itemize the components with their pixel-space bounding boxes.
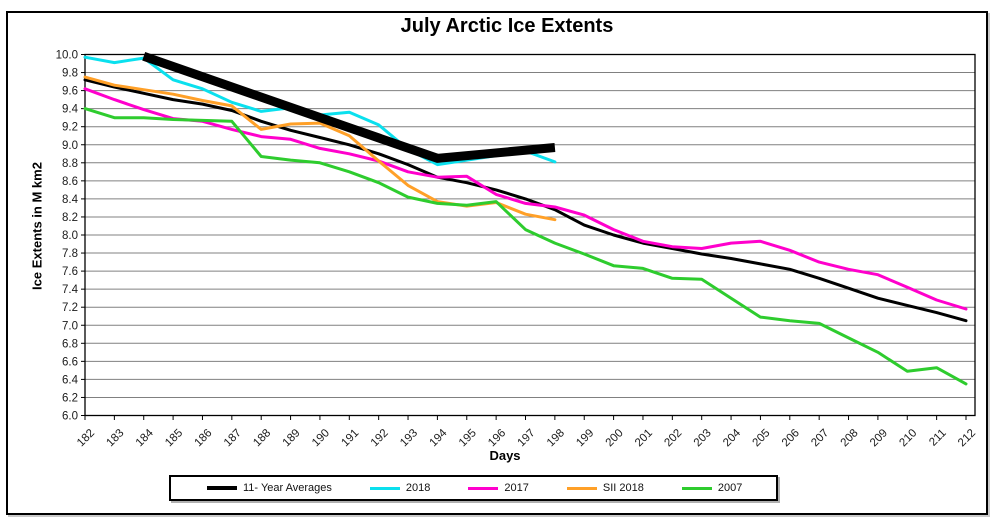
y-tick-label: 7.8 xyxy=(62,248,78,260)
legend: 11- Year Averages 2018 2017 SII 2018 2007 xyxy=(169,475,778,501)
x-tick-label: 187 xyxy=(222,427,244,449)
y-tick-label: 8.2 xyxy=(62,212,78,224)
x-tick-label: 198 xyxy=(545,427,567,449)
legend-item-2007: 2007 xyxy=(681,482,743,494)
series-line-11--year-averages xyxy=(83,78,968,323)
y-tick-label: 9.0 xyxy=(62,140,78,152)
x-tick-label: 204 xyxy=(721,427,743,449)
x-tick-label: 194 xyxy=(427,427,449,449)
x-tick-label: 193 xyxy=(398,427,420,449)
x-tick-label: 199 xyxy=(574,427,596,449)
x-tick-label: 207 xyxy=(809,427,831,449)
y-tick-label: 6.6 xyxy=(62,356,78,368)
legend-label: 2007 xyxy=(717,482,743,494)
x-tick-label: 190 xyxy=(310,427,332,449)
legend-swatch-icon xyxy=(468,486,499,490)
x-tick-label: 184 xyxy=(134,427,156,449)
x-tick-label: 206 xyxy=(780,427,802,449)
y-tick-label: 6.2 xyxy=(62,392,78,404)
chart-title: July Arctic Ice Extents xyxy=(400,15,614,37)
x-tick-label: 208 xyxy=(839,427,861,449)
y-tick-label: 6.8 xyxy=(62,338,78,350)
legend-swatch-icon xyxy=(566,486,597,490)
x-tick-label: 189 xyxy=(281,427,303,449)
legend-label: 2017 xyxy=(504,482,529,494)
y-tick-label: 9.4 xyxy=(62,104,79,116)
x-tick-label: 192 xyxy=(369,427,391,449)
y-tick-label: 9.6 xyxy=(62,86,78,98)
x-tick-label: 183 xyxy=(104,427,126,449)
x-tick-label: 205 xyxy=(751,427,773,449)
legend-item-2017: 2017 xyxy=(468,482,529,494)
x-tick-label: 182 xyxy=(75,427,97,449)
trend-line xyxy=(142,52,556,163)
legend-swatch-icon xyxy=(369,486,400,490)
legend-item-11--year-averages: 11- Year Averages xyxy=(207,482,332,494)
x-tick-label: 200 xyxy=(604,427,626,449)
x-tick-label: 202 xyxy=(662,427,684,449)
y-tick-label: 8.0 xyxy=(62,230,78,242)
y-tick-label: 8.4 xyxy=(62,194,79,206)
y-tick-label: 6.0 xyxy=(62,411,78,423)
x-tick-label: 211 xyxy=(927,427,948,448)
x-tick-label: 191 xyxy=(339,427,361,449)
legend-swatch-icon xyxy=(207,486,237,490)
x-axis-title: Days xyxy=(489,448,521,463)
y-tick-label: 6.4 xyxy=(62,374,79,386)
x-tick-label: 195 xyxy=(457,427,479,449)
x-tick-label: 196 xyxy=(486,427,508,449)
x-tick-label: 203 xyxy=(692,427,714,449)
series-line-2007 xyxy=(83,107,968,386)
legend-label: SII 2018 xyxy=(602,482,644,494)
x-tick-label: 209 xyxy=(868,427,890,449)
x-tick-label: 186 xyxy=(193,427,215,449)
legend-item-2018: 2018 xyxy=(369,482,431,494)
legend-swatch-icon xyxy=(681,486,712,490)
y-tick-label: 8.8 xyxy=(62,158,78,170)
x-tick-label: 212 xyxy=(956,427,978,449)
y-tick-label: 7.4 xyxy=(62,284,79,296)
y-tick-label: 10.0 xyxy=(56,50,78,62)
y-tick-label: 9.8 xyxy=(62,68,78,80)
y-tick-label: 7.6 xyxy=(62,266,78,278)
legend-label: 2018 xyxy=(405,482,431,494)
y-tick-label: 9.2 xyxy=(62,122,78,134)
x-tick-label: 185 xyxy=(163,427,185,449)
x-tick-label: 210 xyxy=(897,427,919,449)
y-tick-label: 7.0 xyxy=(62,320,78,332)
legend-label: 11- Year Averages xyxy=(243,482,332,494)
y-axis-title: Ice Extents in M km2 xyxy=(29,162,45,290)
y-tick-label: 7.2 xyxy=(62,302,78,314)
x-tick-label: 197 xyxy=(516,427,538,449)
x-tick-label: 201 xyxy=(633,427,655,449)
legend-item-sii-2018: SII 2018 xyxy=(566,482,644,494)
series-line-2017 xyxy=(83,87,968,311)
x-tick-label: 188 xyxy=(251,427,273,449)
y-tick-label: 8.6 xyxy=(62,176,78,188)
